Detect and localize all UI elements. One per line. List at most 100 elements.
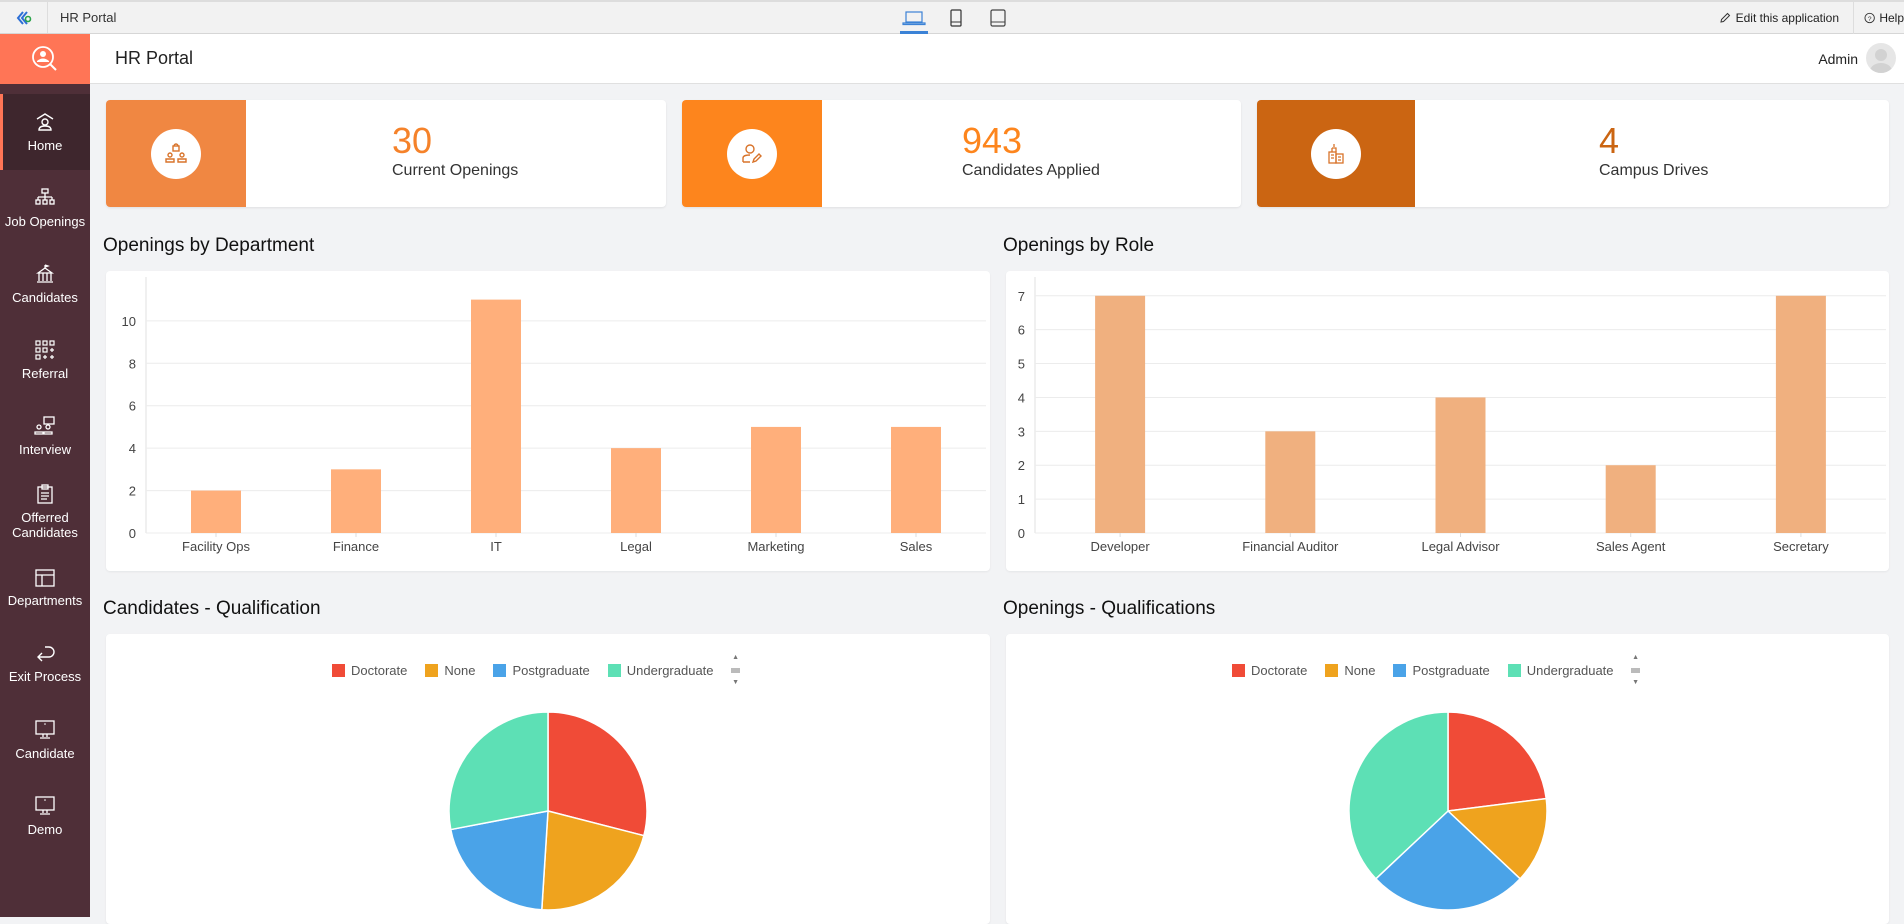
bar[interactable]: [751, 426, 801, 533]
sidebar-item-job-openings[interactable]: Job Openings: [0, 170, 90, 246]
y-tick-label: 10: [122, 314, 136, 329]
bar[interactable]: [191, 490, 241, 533]
sidebar-item-demo[interactable]: Demo: [0, 778, 90, 854]
sidebar-label: Candidates: [12, 289, 78, 305]
legend-item-postgraduate[interactable]: Postgraduate: [493, 663, 590, 678]
legend-up-arrow-icon[interactable]: ▲: [1632, 654, 1639, 661]
avatar[interactable]: [1866, 43, 1896, 73]
edit-application-button[interactable]: Edit this application: [1705, 2, 1854, 34]
section-title-dept: Openings by Department: [103, 235, 315, 256]
bar[interactable]: [1265, 431, 1316, 533]
sidebar-item-departments[interactable]: Departments: [0, 550, 90, 626]
stat-card-current-openings[interactable]: 30 Current Openings: [106, 100, 666, 207]
pie-slice-undergraduate[interactable]: [1348, 711, 1449, 880]
user-edit-icon: [742, 143, 762, 163]
tablet-icon: [990, 9, 1006, 27]
sidebar-label: Departments: [7, 592, 83, 608]
sidebar-label: Offerred Candidates: [12, 510, 78, 540]
y-tick-label: 8: [129, 356, 136, 371]
laptop-view-button[interactable]: [900, 2, 928, 34]
x-tick-label: Sales Agent: [1596, 539, 1666, 554]
sidebar: Home Job Openings Candidates Referral In…: [0, 34, 90, 917]
chart-card-dept: 0 2 4 6 8 10 Facility Ops Finance IT Legal Marketi…: [106, 271, 990, 571]
bar[interactable]: [1435, 397, 1486, 533]
y-tick-label: 6: [129, 399, 136, 414]
sidebar-item-home[interactable]: Home: [0, 94, 90, 170]
sidebar-item-referral[interactable]: Referral: [0, 322, 90, 398]
page-header: HR Portal Admin: [90, 34, 1904, 84]
pie-slice-none[interactable]: [540, 810, 645, 911]
legend-item-undergraduate[interactable]: Undergraduate: [1507, 663, 1614, 678]
y-tick-label: 2: [1018, 458, 1025, 473]
sidebar-label: Exit Process: [8, 668, 82, 684]
legend-scroll-control[interactable]: ▲ ▼: [1630, 654, 1642, 686]
bar[interactable]: [1775, 295, 1826, 533]
sidebar-item-candidate[interactable]: Candidate: [0, 702, 90, 778]
sidebar-label: Referral: [21, 365, 69, 381]
chart-card-role: 0 1 2 3 4 5 6 7 Developer Financial Auditor Legal …: [1006, 271, 1889, 571]
return-icon: [37, 645, 55, 661]
sidebar-logo[interactable]: [0, 34, 90, 84]
x-tick-label: Facility Ops: [182, 539, 250, 554]
pencil-icon: [1719, 12, 1730, 23]
help-button[interactable]: ? Help: [1854, 11, 1904, 25]
pie-slice-doctorate[interactable]: [547, 711, 648, 837]
sidebar-item-interview[interactable]: Interview: [0, 398, 90, 474]
bar[interactable]: [471, 299, 521, 533]
page-title: HR Portal: [115, 48, 194, 68]
monitor-icon: [35, 795, 55, 815]
legend-item-none[interactable]: None: [425, 663, 475, 678]
app-name: HR Portal: [60, 10, 117, 25]
home-icon: [36, 112, 54, 131]
building-icon: [35, 263, 55, 283]
pie-slice-undergraduate[interactable]: [448, 711, 549, 831]
stat-icon-bg: [1257, 100, 1415, 207]
tablet-view-button[interactable]: [984, 2, 1012, 34]
legend-item-postgraduate[interactable]: Postgraduate: [1393, 663, 1490, 678]
device-switcher: [900, 2, 1012, 34]
legend-scroll-control[interactable]: ▲ ▼: [730, 654, 742, 686]
y-tick-label: 3: [1018, 424, 1025, 439]
sidebar-item-offerred-candidates[interactable]: Offerred Candidates: [0, 474, 90, 550]
legend-item-doctorate[interactable]: Doctorate: [1232, 663, 1307, 678]
x-tick-label: Legal Advisor: [1421, 539, 1500, 554]
y-tick-label: 6: [1018, 323, 1025, 338]
x-tick-label: Financial Auditor: [1242, 539, 1339, 554]
x-tick-label: Marketing: [747, 539, 804, 554]
legend-down-arrow-icon[interactable]: ▼: [732, 679, 739, 686]
pie-slice-none[interactable]: [1446, 797, 1548, 880]
legend-item-doctorate[interactable]: Doctorate: [332, 663, 407, 678]
y-tick-label: 4: [129, 441, 136, 456]
layout-icon: [35, 568, 55, 587]
bar[interactable]: [611, 448, 661, 533]
y-tick-label: 4: [1018, 390, 1025, 405]
app-logo[interactable]: [0, 2, 48, 33]
legend-up-arrow-icon[interactable]: ▲: [732, 654, 739, 661]
y-tick-label: 0: [1018, 526, 1025, 541]
pie-slice-postgraduate[interactable]: [449, 810, 549, 911]
laptop-icon: [902, 11, 926, 26]
stat-card-candidates-applied[interactable]: 943 Candidates Applied: [682, 100, 1241, 207]
user-name[interactable]: Admin: [1818, 50, 1858, 67]
stat-label: Current Openings: [392, 162, 519, 179]
bar[interactable]: [1605, 465, 1656, 533]
pie-slice-doctorate[interactable]: [1447, 711, 1548, 812]
bar[interactable]: [1095, 295, 1146, 533]
pie-chart-candidates-qualification: [448, 711, 648, 911]
x-tick-label: Developer: [1090, 539, 1150, 554]
bar[interactable]: [331, 469, 381, 533]
clipboard-icon: [37, 484, 53, 504]
app-topbar: HR Portal Edit this application ? Help: [0, 0, 1904, 34]
x-tick-label: Sales: [900, 539, 933, 554]
legend-item-undergraduate[interactable]: Undergraduate: [607, 663, 714, 678]
pie-slice-postgraduate[interactable]: [1374, 809, 1522, 911]
edit-label: Edit this application: [1735, 11, 1839, 25]
legend-down-arrow-icon[interactable]: ▼: [1632, 679, 1639, 686]
sidebar-item-exit-process[interactable]: Exit Process: [0, 626, 90, 702]
sidebar-item-candidates[interactable]: Candidates: [0, 246, 90, 322]
stat-card-campus-drives[interactable]: 4 Campus Drives: [1257, 100, 1889, 207]
bar[interactable]: [891, 426, 941, 533]
legend-item-none[interactable]: None: [1325, 663, 1375, 678]
stat-value: 30: [392, 120, 433, 161]
phone-view-button[interactable]: [942, 2, 970, 34]
